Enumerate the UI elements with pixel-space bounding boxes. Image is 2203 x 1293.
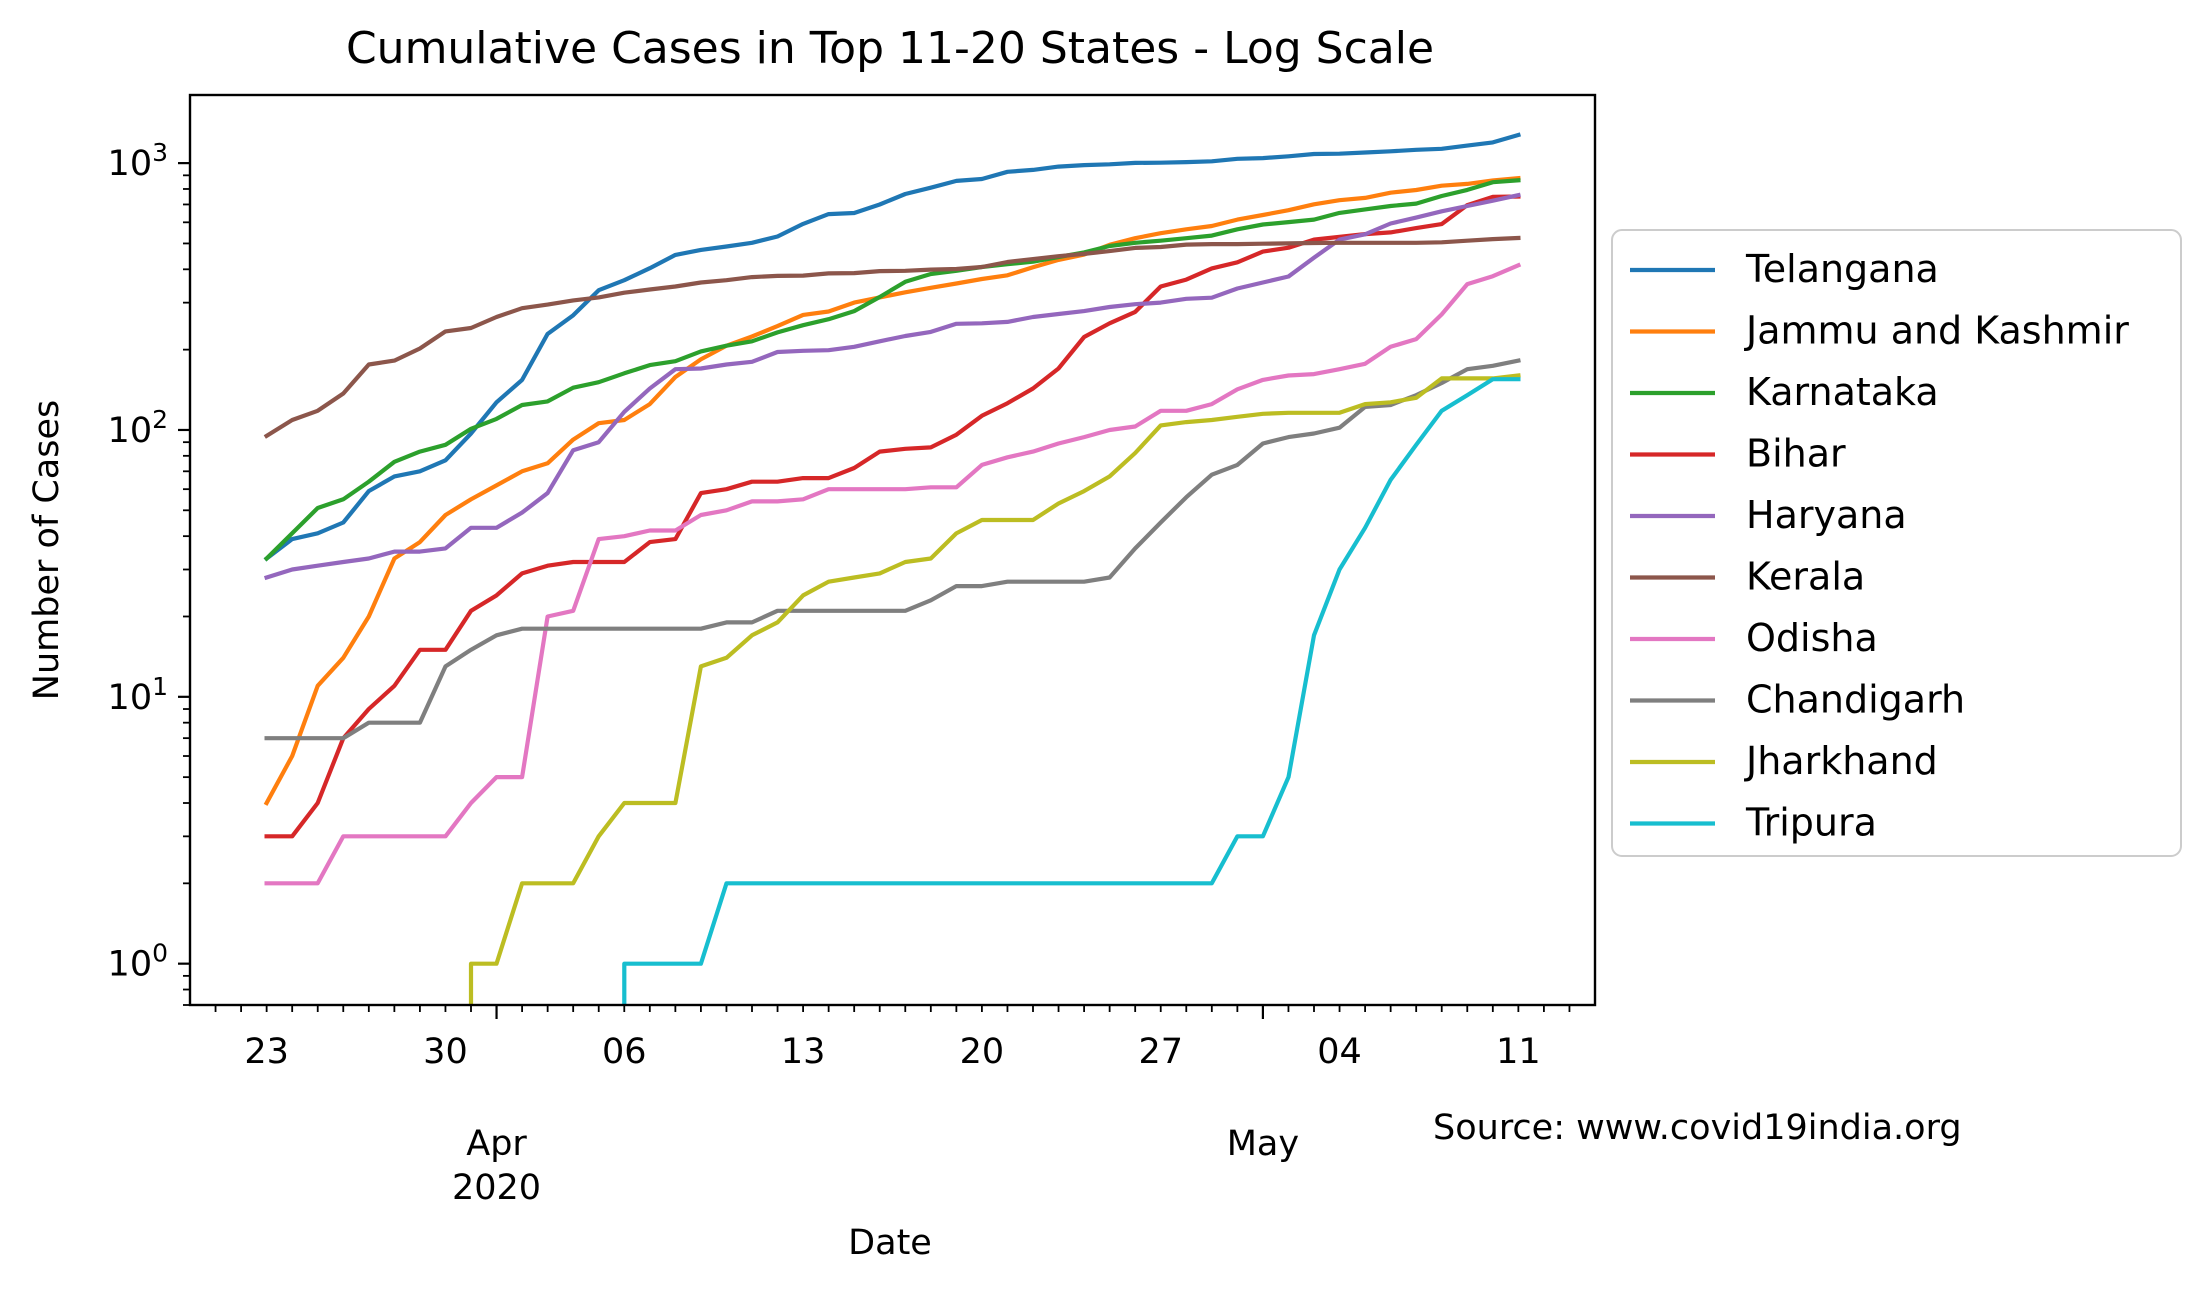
series-line-odisha bbox=[264, 262, 1522, 886]
y-axis: 100 101 102 103 bbox=[108, 138, 190, 1006]
legend-label: Haryana bbox=[1746, 493, 1907, 537]
plot-frame bbox=[188, 93, 1597, 1007]
legend-label: Chandigarh bbox=[1746, 678, 1965, 722]
legend-label: Telangana bbox=[1745, 247, 1939, 291]
series-line-kerala bbox=[263, 235, 1521, 439]
series-line-jharkhand bbox=[468, 373, 1521, 1005]
x-tick-label: 06 bbox=[602, 1032, 647, 1072]
legend-label: Tripura bbox=[1745, 801, 1877, 845]
series-line-chandigarh bbox=[264, 358, 1521, 741]
x-tick-label: 30 bbox=[423, 1032, 468, 1072]
series-line-haryana bbox=[263, 192, 1521, 581]
x-tick-label: 04 bbox=[1317, 1032, 1362, 1072]
legend-box bbox=[1611, 229, 2182, 857]
x-tick-label: 20 bbox=[960, 1032, 1005, 1072]
y-axis-label: Number of Cases bbox=[27, 400, 67, 700]
legend-label: Jammu and Kashmir bbox=[1744, 309, 2129, 353]
x-tick-label: 11 bbox=[1496, 1032, 1541, 1072]
x-month-label: 2020 bbox=[452, 1168, 541, 1208]
series-line-jammu-and-kashmir bbox=[263, 175, 1521, 806]
x-tick-label: 13 bbox=[781, 1032, 826, 1072]
y-tick-label: 101 bbox=[108, 672, 168, 718]
x-month-label: Apr bbox=[466, 1124, 527, 1164]
y-tick-label: 102 bbox=[108, 405, 168, 451]
legend-label: Odisha bbox=[1746, 616, 1878, 660]
legend: Telangana Jammu and Kashmir Karnataka Bihar… bbox=[1611, 229, 2182, 857]
legend-label: Karnataka bbox=[1746, 370, 1939, 414]
legend-label: Jharkhand bbox=[1744, 739, 1938, 783]
x-month-label: May bbox=[1227, 1124, 1299, 1164]
x-tick-label: 23 bbox=[244, 1032, 289, 1072]
y-tick-label: 103 bbox=[108, 138, 168, 184]
x-axis-label: Date bbox=[848, 1223, 932, 1263]
series-lines bbox=[263, 132, 1522, 1005]
source-note: Source: www.covid19india.org bbox=[1433, 1108, 1962, 1148]
legend-label: Kerala bbox=[1746, 555, 1865, 599]
chart-title: Cumulative Cases in Top 11-20 States - L… bbox=[346, 23, 1434, 74]
x-tick-label: 27 bbox=[1138, 1032, 1183, 1072]
legend-label: Bihar bbox=[1746, 432, 1846, 476]
series-line-tripura bbox=[622, 377, 1521, 1005]
series-line-karnataka bbox=[263, 178, 1521, 562]
series-line-bihar bbox=[264, 194, 1521, 839]
y-tick-label: 100 bbox=[108, 939, 168, 985]
